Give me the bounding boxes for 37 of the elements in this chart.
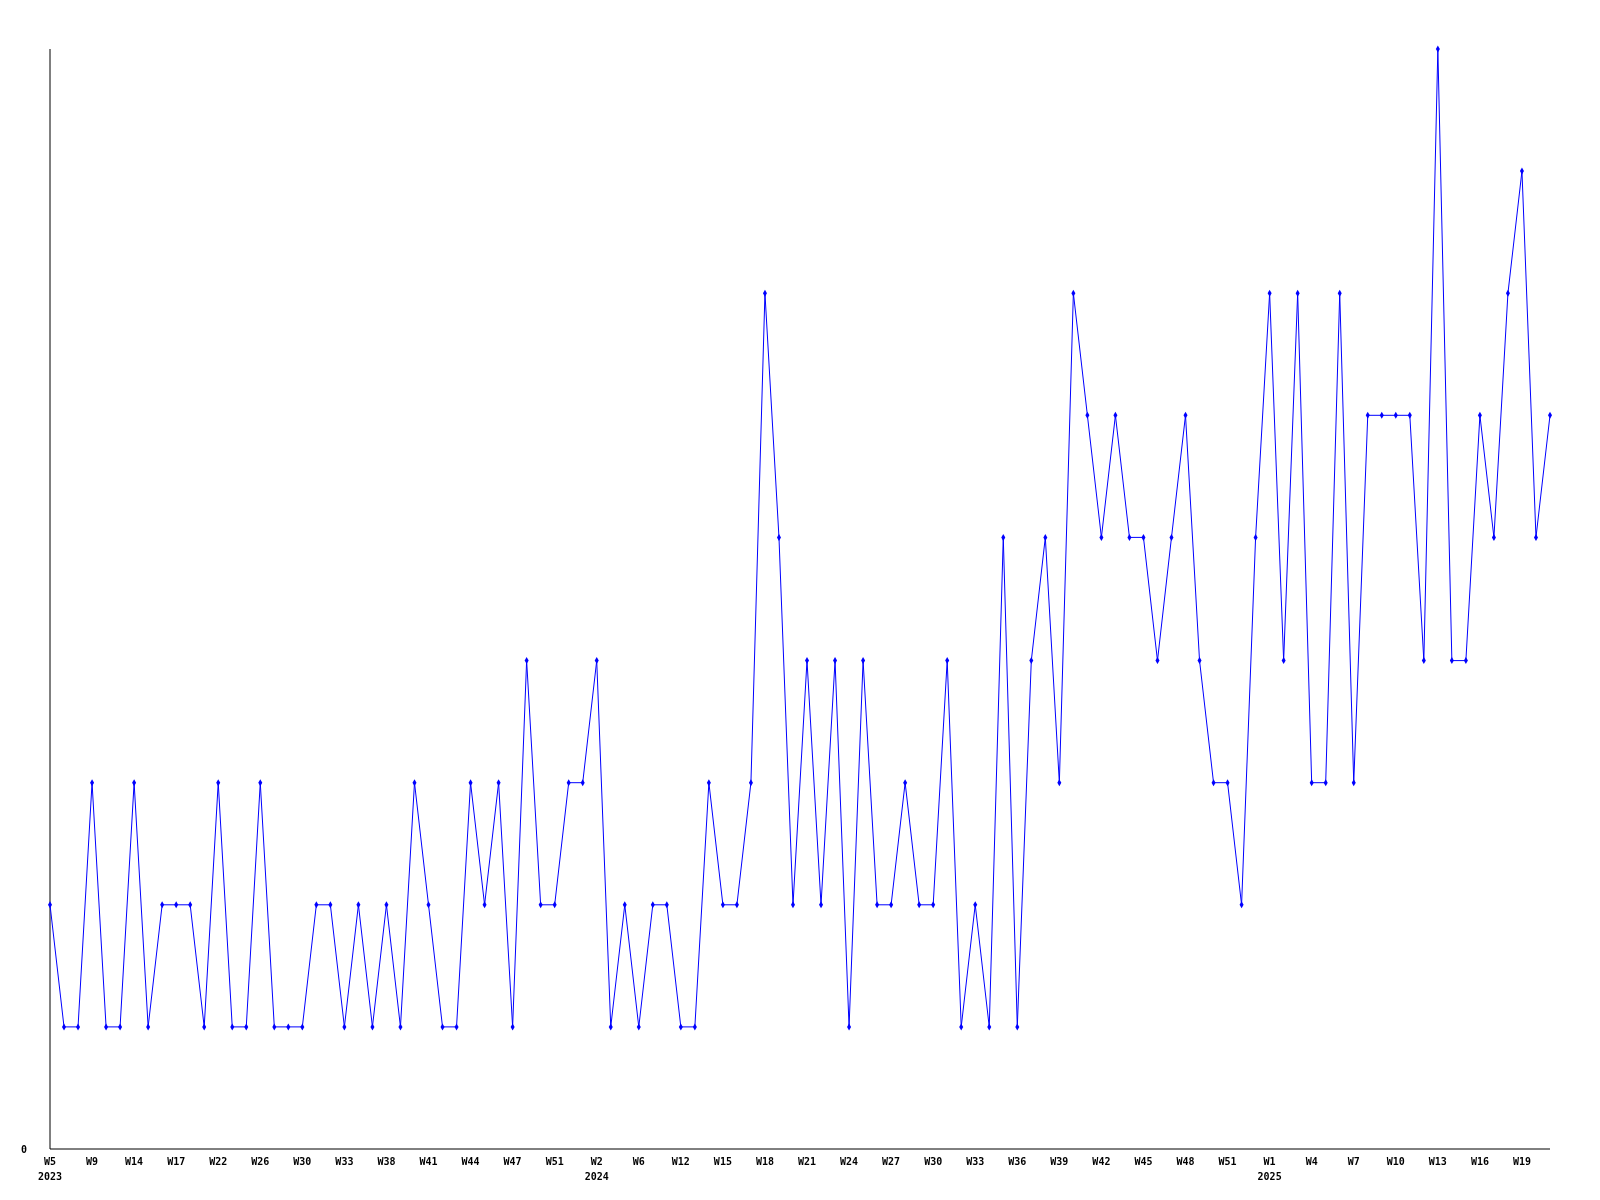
x-tick-label: W2 2024 bbox=[584, 1156, 609, 1182]
x-tick-label: W16 bbox=[1470, 1156, 1489, 1167]
x-tick-label: W22 bbox=[209, 1156, 228, 1167]
x-tick-label: W30 bbox=[924, 1156, 943, 1167]
x-tick-label: W14 bbox=[125, 1156, 144, 1167]
x-tick-label: W44 bbox=[461, 1156, 480, 1167]
x-tick-label: W9 bbox=[86, 1156, 99, 1167]
x-tick-label: W12 bbox=[671, 1156, 690, 1167]
x-tick-label: W41 bbox=[419, 1156, 438, 1167]
x-tick-label: W15 bbox=[713, 1156, 732, 1167]
x-tick-label: W36 bbox=[1008, 1156, 1027, 1167]
x-tick-label: W51 bbox=[545, 1156, 564, 1167]
x-tick-label: W38 bbox=[377, 1156, 396, 1167]
x-tick-label: W39 bbox=[1050, 1156, 1069, 1167]
x-tick-label: W21 bbox=[797, 1156, 817, 1167]
x-tick-label: W26 bbox=[251, 1156, 270, 1167]
x-tick-label: W1 2025 bbox=[1257, 1156, 1282, 1182]
x-tick-label: W17 bbox=[167, 1156, 186, 1167]
x-tick-label: W42 bbox=[1092, 1156, 1111, 1167]
x-tick-label: W18 bbox=[755, 1156, 774, 1167]
x-tick-label: W27 bbox=[882, 1156, 901, 1167]
x-tick-label: W45 bbox=[1134, 1156, 1153, 1167]
x-tick-label: W24 bbox=[840, 1156, 859, 1167]
x-tick-label: W51 bbox=[1218, 1156, 1237, 1167]
x-tick-label: W33 bbox=[966, 1156, 985, 1167]
x-tick-label: W13 bbox=[1428, 1156, 1447, 1167]
x-tick-label: W19 bbox=[1512, 1156, 1531, 1167]
x-tick-label: W10 bbox=[1386, 1156, 1405, 1167]
x-tick-label: W6 bbox=[632, 1156, 645, 1167]
x-tick-label: W47 bbox=[503, 1156, 522, 1167]
text: 0 bbox=[20, 1144, 28, 1155]
x-tick-label: W48 bbox=[1176, 1156, 1195, 1167]
x-tick-label: W7 bbox=[1347, 1156, 1360, 1167]
x-tick-label: W5 2023 bbox=[37, 1156, 63, 1182]
x-tick-label: W33 bbox=[335, 1156, 354, 1167]
x-tick-label: W30 bbox=[293, 1156, 312, 1167]
x-tick-label: W4 bbox=[1305, 1156, 1318, 1167]
